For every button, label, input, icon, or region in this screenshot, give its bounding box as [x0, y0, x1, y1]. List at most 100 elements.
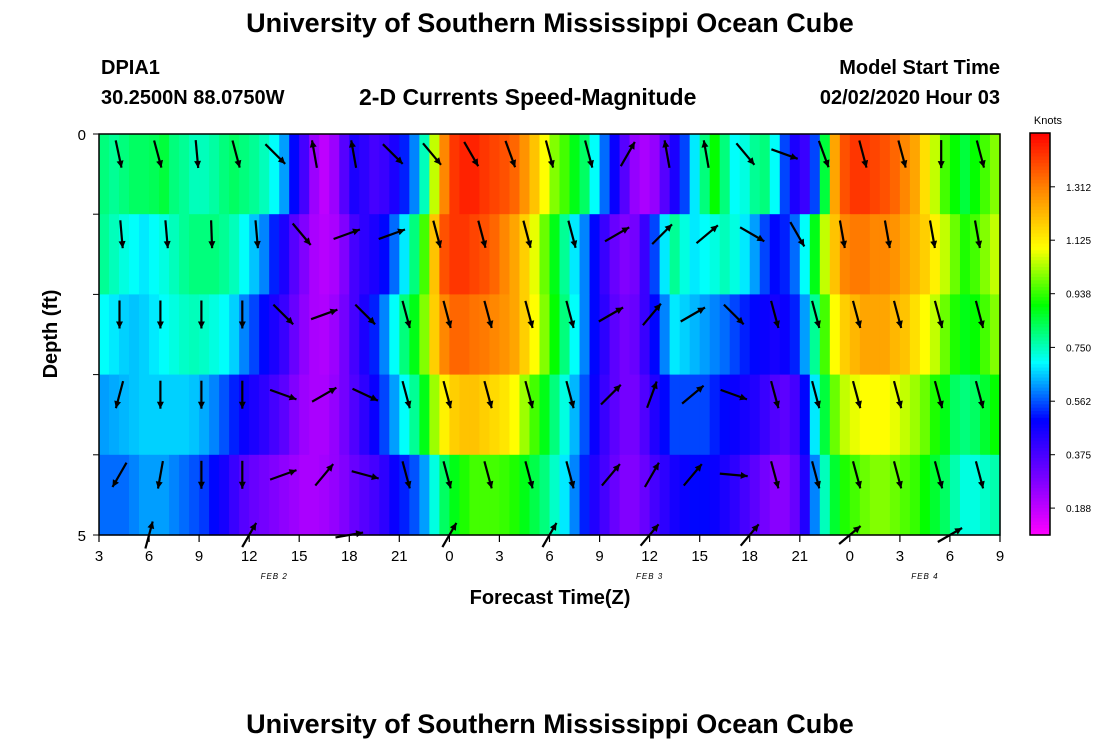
heatmap-cell	[679, 294, 691, 376]
heatmap-cell	[539, 134, 551, 215]
heatmap-cell	[489, 454, 501, 536]
heatmap-cell	[549, 374, 561, 456]
heatmap-cell	[499, 214, 511, 295]
heatmap-cell	[989, 454, 1001, 536]
colorbar-segment	[1030, 357, 1050, 362]
current-vector	[522, 220, 533, 249]
current-vector	[770, 300, 780, 329]
colorbar-segment	[1030, 414, 1050, 419]
current-vector	[851, 461, 862, 489]
heatmap-cell	[759, 214, 771, 295]
heatmap-cell	[879, 214, 891, 295]
heatmap-cell	[869, 134, 881, 215]
heatmap-cell	[769, 294, 781, 376]
colorbar-tick-label: 0.375	[1066, 451, 1091, 462]
heatmap-cell	[309, 374, 320, 456]
heatmap-cell	[429, 374, 440, 456]
colorbar-segment	[1030, 159, 1050, 164]
heatmap-cell	[469, 374, 481, 456]
heatmap-cell	[939, 134, 951, 215]
current-vector	[351, 470, 379, 480]
colorbar-segment	[1030, 347, 1050, 352]
current-vector	[114, 140, 124, 168]
heatmap-cell	[959, 134, 971, 215]
heatmap-cell	[879, 454, 891, 536]
colorbar-segment	[1030, 166, 1050, 171]
current-vector	[604, 226, 630, 243]
heatmap-cell	[149, 454, 160, 536]
colorbar-segment	[1030, 173, 1050, 178]
current-vector	[155, 460, 164, 489]
heatmap-cell	[929, 134, 941, 215]
heatmap-cell	[799, 454, 811, 536]
heatmap-cell	[699, 294, 711, 376]
date-label: FEB 4	[911, 572, 938, 581]
colorbar-segment	[1030, 290, 1050, 295]
heatmap-cell	[599, 294, 611, 376]
heatmap-cell	[319, 374, 330, 456]
current-vector	[422, 142, 442, 166]
current-vector	[695, 224, 719, 245]
heatmap-cell	[799, 134, 811, 215]
current-vector	[269, 469, 297, 481]
current-vector	[349, 140, 358, 168]
heatmap-cell	[719, 134, 731, 215]
heatmap-cell	[209, 134, 220, 215]
heatmap-cell	[659, 374, 671, 456]
current-vector	[442, 461, 453, 489]
current-vector	[309, 140, 318, 168]
colorbar-segment	[1030, 256, 1050, 261]
heatmap-cell	[759, 134, 771, 215]
heatmap-cell	[229, 134, 240, 215]
heatmap-cell	[779, 374, 791, 456]
heatmap-cell	[979, 374, 991, 456]
heatmap-cell	[429, 214, 440, 295]
heatmap-cell	[869, 374, 881, 456]
heatmap-cell	[249, 454, 260, 536]
colorbar-segment	[1030, 441, 1050, 446]
colorbar-segment	[1030, 236, 1050, 241]
heatmap-cell	[119, 454, 130, 536]
current-vector	[723, 303, 745, 326]
heatmap-cell	[639, 214, 651, 295]
heatmap-cell	[339, 454, 350, 536]
heatmap-cell	[509, 134, 521, 215]
heatmap-cell	[549, 214, 561, 295]
heatmap-cell	[649, 294, 661, 376]
x-tick-label: 3	[95, 548, 103, 565]
colorbar-frame	[1029, 132, 1051, 536]
heatmap-cell	[219, 294, 230, 376]
heatmap-cell	[309, 134, 320, 215]
colorbar-segment	[1030, 323, 1050, 328]
heatmap-cell	[639, 454, 651, 536]
heatmap-cell	[169, 374, 180, 456]
heatmap-cell	[169, 214, 180, 295]
heatmap-cell	[169, 294, 180, 376]
heatmap-cell	[129, 374, 140, 456]
heatmap-cell	[949, 294, 961, 376]
colorbar-tick-label: 0.750	[1066, 343, 1091, 354]
heatmap-cell	[129, 134, 140, 215]
current-vector	[883, 220, 892, 249]
heatmap-cell	[99, 214, 110, 295]
heatmap-cell	[459, 294, 471, 376]
colorbar-segment	[1030, 163, 1050, 168]
current-vector	[933, 461, 944, 489]
heatmap-cell	[509, 214, 521, 295]
colorbar-segment	[1030, 387, 1050, 392]
heatmap-cell	[849, 294, 861, 376]
heatmap-cell	[569, 294, 581, 376]
colorbar-segment	[1030, 390, 1050, 395]
current-vector	[681, 384, 705, 405]
heatmap-cell	[869, 294, 881, 376]
heatmap-cell	[339, 134, 350, 215]
heatmap-cell	[989, 294, 1001, 376]
heatmap-cell	[739, 294, 751, 376]
heatmap-cell	[579, 214, 591, 295]
colorbar-segment	[1030, 374, 1050, 379]
heatmap-cell	[979, 134, 991, 215]
heatmap-cell	[289, 294, 300, 376]
heatmap-cell	[259, 214, 270, 295]
heatmap-cell	[479, 134, 491, 215]
heatmap-cell	[709, 374, 721, 456]
